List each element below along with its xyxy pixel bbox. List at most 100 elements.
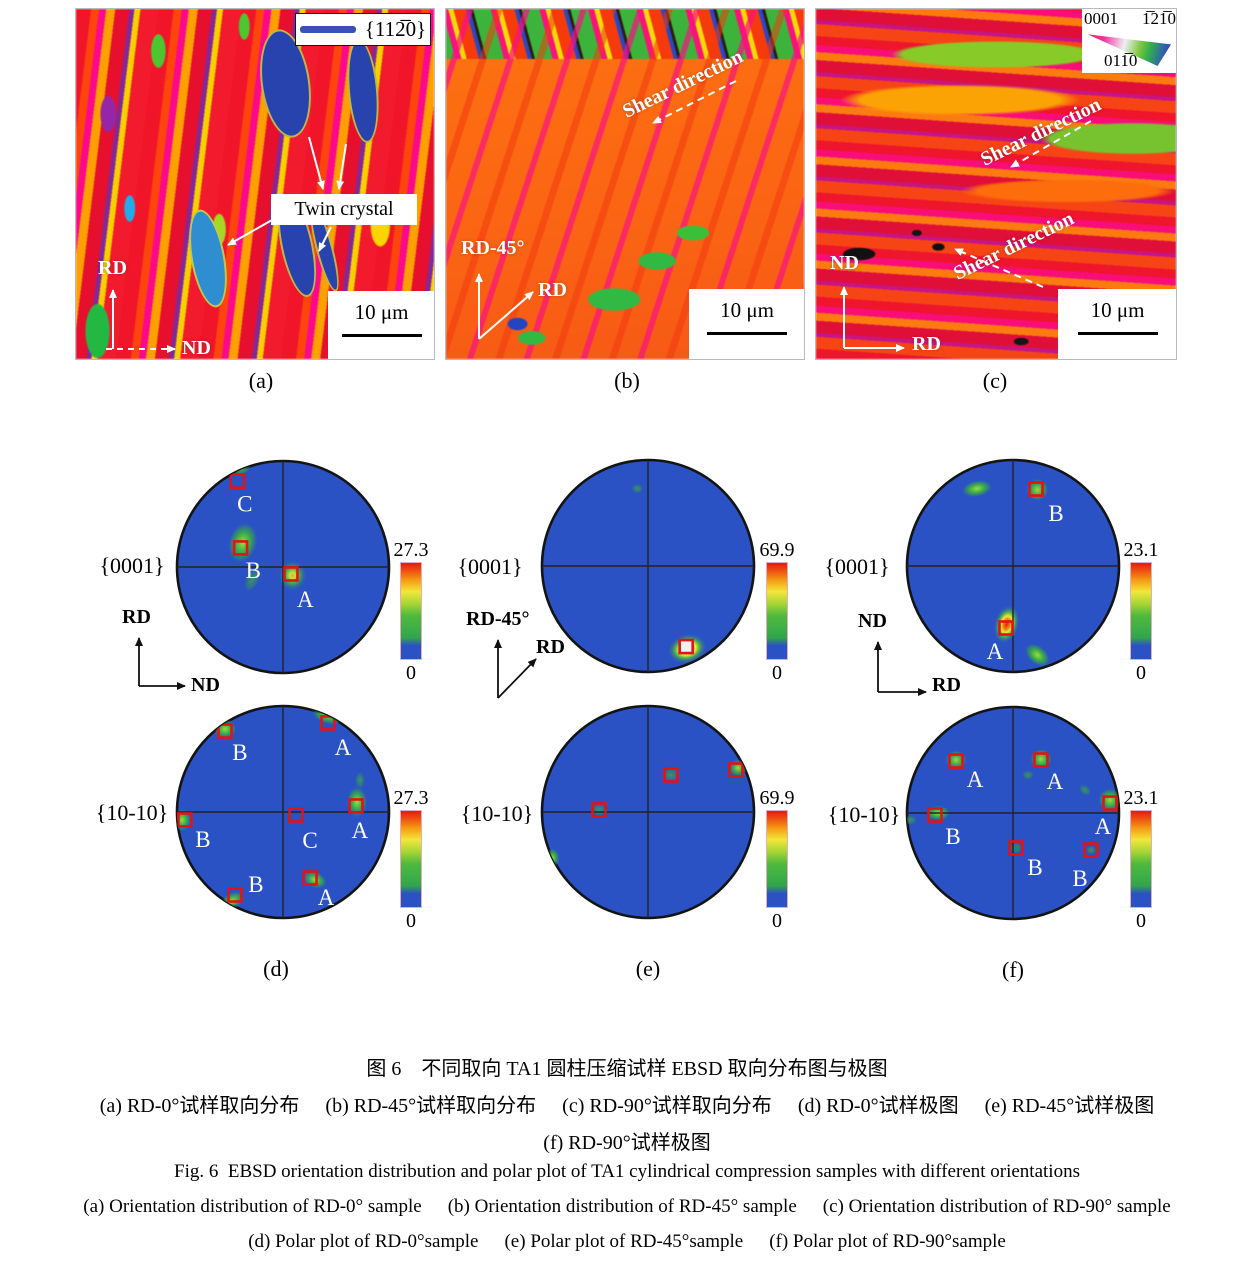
ipf-pole-0001: 0001 — [1084, 9, 1118, 28]
pole-figure-plot-e-0001 — [540, 458, 756, 674]
caption-en-title: Fig. 6 EBSD orientation distribution and… — [174, 1161, 1080, 1182]
scale-bar-label: 10 μm — [720, 298, 774, 322]
panel-letter-b: (b) — [614, 368, 640, 393]
caption-en-line2: (a) Orientation distribution of RD-0° sa… — [0, 1196, 1254, 1218]
pf-axis-nd: ND — [191, 674, 220, 696]
colorbar-max: 69.9 — [759, 787, 795, 809]
svg-text:C: C — [302, 828, 317, 853]
svg-text:B: B — [1072, 866, 1087, 891]
svg-text:B: B — [195, 827, 210, 852]
scale-bar-box: 10 μm — [1058, 289, 1176, 359]
plane-label: {10-10} — [460, 801, 534, 826]
caption-zh-title: 图 6 不同取向 TA1 圆柱压缩试样 EBSD 取向分布图与极图 — [366, 1058, 888, 1080]
panel-letter-a: (a) — [248, 368, 274, 393]
colorbar-min: 0 — [406, 662, 416, 684]
axis-label-rd: RD — [912, 333, 941, 355]
twin-crystal-callout: Twin crystal — [271, 194, 417, 225]
svg-text:B: B — [945, 824, 960, 849]
svg-text:A: A — [967, 767, 984, 792]
svg-text:A: A — [318, 885, 335, 910]
caption-item: (f) RD-90°试样极图 — [543, 1132, 711, 1154]
svg-text:A: A — [987, 639, 1004, 664]
colorbar-max: 23.1 — [1123, 787, 1159, 809]
plane-label: {0001} — [457, 554, 523, 579]
plane-label: {0001} — [824, 554, 890, 579]
pole-figure-plot-e-1010 — [540, 704, 756, 920]
pole-figure-e-0001 — [533, 451, 763, 681]
ebsd-map-rd90: Shear direction Shear direction ND RD 00… — [815, 8, 1177, 360]
pole-figure-plot-d-1010: B A A C B B A — [175, 704, 391, 920]
svg-text:A: A — [335, 735, 352, 760]
pf-axes-d — [135, 637, 186, 690]
pf-axis-nd: ND — [858, 610, 887, 632]
pole-figure-d-1010: B A A C B B A — [168, 697, 398, 927]
caption-item: (a) RD-0°试样取向分布 — [99, 1095, 300, 1117]
caption-en-line3: (d) Polar plot of RD-0°sample (e) Polar p… — [0, 1231, 1254, 1253]
colorbar — [1130, 562, 1152, 660]
axis-label-nd: ND — [182, 337, 211, 359]
colorbar — [400, 810, 422, 908]
plane-label: {10-10} — [95, 800, 169, 825]
ipf-pole-1210: 1̅21̅0 — [1142, 9, 1176, 28]
caption-item: (e) Polar plot of RD-45°sample — [504, 1231, 744, 1252]
svg-text:B: B — [1048, 501, 1063, 526]
pf-axis-rd: RD — [932, 674, 961, 696]
svg-text:B: B — [232, 740, 247, 765]
scale-bar-box: 10 μm — [328, 291, 434, 359]
svg-text:A: A — [297, 587, 314, 612]
colorbar — [400, 562, 422, 660]
caption-item: (f) Polar plot of RD-90°sample — [769, 1231, 1006, 1252]
pf-axes-f — [874, 641, 927, 696]
colorbar-min: 0 — [1136, 662, 1146, 684]
pole-figure-e-1010 — [533, 697, 763, 927]
colorbar-min: 0 — [406, 910, 416, 932]
colorbar-max: 23.1 — [1123, 539, 1159, 561]
scale-bar-box: 10 μm — [689, 289, 804, 359]
axis-label-rd45: RD-45° — [461, 237, 525, 259]
caption-item: (b) RD-45°试样取向分布 — [325, 1095, 537, 1117]
caption-item: (c) Orientation distribution of RD-90° s… — [822, 1196, 1171, 1217]
pf-letter-f: (f) — [1002, 957, 1024, 982]
colorbar-max: 27.3 — [393, 539, 429, 561]
pf-letter-d: (d) — [263, 956, 289, 981]
svg-text:B: B — [248, 872, 263, 897]
ipf-color-key: 0001 1̅21̅0 011̅0 — [1082, 9, 1176, 73]
caption-item: (a) Orientation distribution of RD-0° sa… — [83, 1196, 422, 1217]
caption-item: (c) RD-90°试样取向分布 — [562, 1095, 772, 1117]
pf-axis-rd: RD — [122, 606, 151, 628]
ipf-pole-0110: 011̅0 — [1104, 51, 1138, 70]
scale-bar-line — [341, 334, 422, 337]
caption-item: (e) RD-45°试样极图 — [984, 1095, 1155, 1117]
svg-text:A: A — [352, 818, 369, 843]
caption-item: (d) Polar plot of RD-0°sample — [248, 1231, 479, 1252]
ebsd-map-rd45: Shear direction RD-45° RD 10 μm — [445, 8, 805, 360]
plane-label: {10-10} — [827, 802, 901, 827]
pf-axis-rd: RD — [536, 636, 565, 658]
legend-1120-swatch — [299, 26, 356, 33]
pole-figure-plot-f-0001: BA — [905, 458, 1121, 674]
svg-text:A: A — [1047, 769, 1064, 794]
legend-1120-box: {112̅0} — [295, 13, 431, 46]
svg-text:A: A — [1095, 814, 1112, 839]
caption-zh-line2: (a) RD-0°试样取向分布 (b) RD-45°试样取向分布 (c) RD-90… — [0, 1089, 1254, 1118]
scale-bar-label: 10 μm — [354, 300, 409, 324]
pole-figure-f-1010: A A A B B B — [898, 698, 1128, 928]
colorbar-min: 0 — [1136, 910, 1146, 932]
scale-bar-label: 10 μm — [1090, 298, 1145, 322]
axis-label-nd: ND — [830, 252, 859, 274]
ipf-key-top-labels: 0001 1̅21̅0 — [1084, 9, 1176, 29]
svg-text:B: B — [1027, 855, 1042, 880]
pole-figure-plot-d-0001: C B A — [175, 459, 391, 675]
svg-text:B: B — [246, 558, 261, 583]
caption-zh-line3: (f) RD-90°试样极图 — [0, 1126, 1254, 1155]
pf-axis-rd45: RD-45° — [466, 608, 530, 630]
caption-item: (b) Orientation distribution of RD-45° s… — [447, 1196, 797, 1217]
plane-label: {0001} — [99, 553, 165, 578]
scale-bar-line — [707, 332, 787, 335]
ebsd-map-rd0: {112̅0} Twin crystal RD ND 10 μm — [75, 8, 435, 360]
scale-bar-line — [1077, 332, 1158, 335]
pf-letter-e: (e) — [635, 956, 661, 981]
colorbar-min: 0 — [772, 662, 782, 684]
